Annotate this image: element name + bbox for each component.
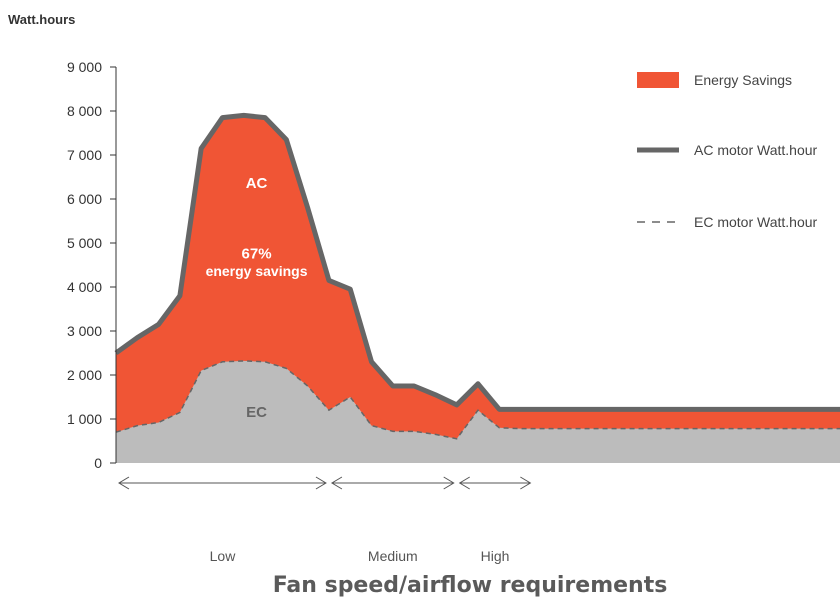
y-tick-label: 6 000 (67, 191, 102, 207)
region-label-high: High (481, 548, 510, 564)
ec-motor-line (115, 360, 840, 440)
annotations: AC 67%energy savings EC (206, 175, 308, 421)
y-tick-label: 5 000 (67, 235, 102, 251)
region-arrow-head-right (443, 476, 455, 490)
region-arrow-head-left (330, 476, 343, 490)
plot-area (114, 112, 840, 464)
annotation-label: 67% (242, 245, 272, 262)
y-tick-label: 7 000 (67, 147, 102, 163)
y-tick-label: 2 000 (67, 367, 102, 383)
annotation-label: EC (246, 404, 267, 421)
y-tick-label: 9 000 (67, 59, 102, 75)
y-axis: 0 1 000 2 000 3 000 4 000 5 000 6 000 7 000 8 00… (67, 59, 117, 471)
ac-motor-line (114, 112, 840, 412)
region-label-medium: Medium (368, 548, 418, 564)
region-arrow-head-left (118, 476, 130, 490)
y-tick-label: 0 (94, 455, 102, 471)
y-tick-label: 1 000 (67, 411, 102, 427)
legend: Energy Savings AC motor Watt.hour EC motor… (637, 72, 818, 230)
energy-savings-area (116, 115, 840, 464)
y-tick-label: 8 000 (67, 103, 102, 119)
region-label-low: Low (210, 548, 237, 564)
y-axis-title: Watt.hours (8, 12, 75, 27)
ec-area (116, 360, 840, 463)
y-tick-label: 4 000 (67, 279, 102, 295)
legend-label: EC motor Watt.hour (694, 214, 818, 230)
x-axis-title: Fan speed/airflow requirements (273, 573, 668, 598)
legend-swatch-energy-savings (637, 72, 679, 88)
region-arrow-head-right (520, 476, 532, 490)
y-tick-label: 3 000 (67, 323, 102, 339)
speed-regions: Low Medium High (118, 476, 532, 564)
region-arrow-head-right (315, 476, 327, 490)
annotation-label: energy savings (206, 263, 308, 279)
region-arrow-head-left (458, 476, 470, 490)
legend-label: AC motor Watt.hour (694, 142, 818, 158)
annotation-label: AC (246, 175, 268, 192)
legend-label: Energy Savings (694, 72, 792, 88)
